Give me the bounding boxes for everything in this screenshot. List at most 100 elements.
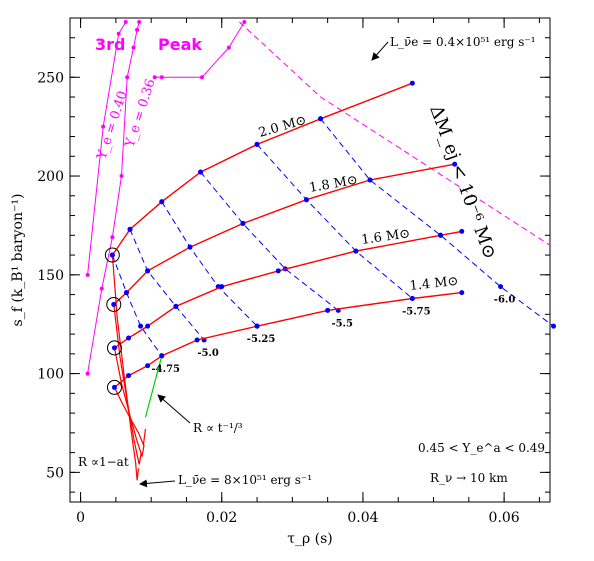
magenta-dashed-line bbox=[239, 21, 551, 246]
y-tick-label: 50 bbox=[46, 465, 64, 481]
dm-label: ΔM_ej < 10⁻⁶ M⊙ bbox=[425, 103, 500, 262]
mass-series-point bbox=[325, 307, 331, 313]
ye-point bbox=[200, 75, 204, 80]
ye-point bbox=[226, 45, 231, 50]
x-tick-label: 0.02 bbox=[206, 510, 237, 526]
x-tick-label: 0.06 bbox=[489, 510, 520, 526]
mass-series-point bbox=[194, 337, 200, 343]
contour-point bbox=[498, 284, 504, 290]
contour-line bbox=[200, 171, 339, 311]
start-circle bbox=[104, 247, 120, 263]
plot-frame bbox=[69, 17, 551, 503]
y-tick-label: 250 bbox=[37, 70, 64, 86]
mass-series-point bbox=[459, 290, 465, 296]
mass-series-point bbox=[145, 268, 151, 274]
contour-line bbox=[256, 144, 413, 299]
mass-label-1p8: 1.8 M⊙ bbox=[308, 173, 359, 196]
y-tick-label: 150 bbox=[37, 268, 64, 284]
ye-point bbox=[125, 75, 130, 80]
mass-series-point bbox=[159, 199, 165, 205]
ye040-label: Y_e = 0.40 bbox=[94, 89, 130, 162]
l-top-label: L_ν̄e = 0.4×10⁵¹ erg s⁻¹ bbox=[390, 35, 536, 49]
mass-series-point bbox=[459, 228, 465, 234]
contour-point bbox=[551, 323, 557, 329]
contour-line bbox=[129, 229, 205, 341]
y-tick-label: 100 bbox=[37, 367, 64, 383]
mass-series-point bbox=[111, 345, 117, 351]
mass-series-point bbox=[145, 363, 151, 369]
mass-series-point bbox=[123, 290, 129, 296]
mass-series-point bbox=[452, 161, 458, 167]
contour-label: -4.75 bbox=[152, 364, 181, 375]
ye036-label: Y_e = 0.36 bbox=[122, 77, 158, 150]
contour-label: -5.0 bbox=[197, 348, 219, 359]
ye-point bbox=[119, 174, 124, 179]
trajectory-line bbox=[113, 304, 142, 465]
contour-label: -5.5 bbox=[331, 318, 353, 329]
mass-series-point bbox=[353, 248, 359, 254]
contour-point bbox=[138, 323, 144, 329]
mass-series-point bbox=[126, 335, 132, 341]
ye-point bbox=[152, 75, 157, 80]
mass-series-point bbox=[127, 226, 133, 232]
mass-series-point bbox=[409, 296, 415, 302]
axis-tick-labels: 0 0.02 0.04 0.06 50 100 150 200 250 bbox=[37, 70, 520, 526]
mass-series-point bbox=[173, 303, 179, 309]
contour-labels-layer: -4.75 -5.0 -5.25 -5.5 -5.75 -6.0 bbox=[152, 295, 516, 375]
r-law-line bbox=[144, 355, 163, 418]
mass-series-point bbox=[159, 353, 165, 359]
ye-layer bbox=[85, 19, 551, 376]
peak-label-left: 3rd bbox=[95, 35, 125, 54]
ye-point bbox=[99, 286, 104, 291]
y-tick-label: 200 bbox=[37, 169, 64, 185]
mass-series-point bbox=[198, 169, 204, 175]
peak-label-right: Peak bbox=[158, 35, 202, 54]
rnu-label: R_ν → 10 km bbox=[430, 471, 508, 485]
mass-series-point bbox=[145, 323, 151, 329]
start-circles-layer bbox=[104, 247, 122, 395]
trajectory-line bbox=[113, 387, 147, 447]
mass-series-point bbox=[111, 384, 117, 390]
mass-series-line bbox=[111, 82, 413, 256]
mass-label-1p6: 1.6 M⊙ bbox=[360, 226, 411, 248]
ye-point bbox=[101, 124, 106, 129]
mass-series-layer bbox=[109, 80, 465, 390]
l-top-arrow bbox=[371, 41, 389, 61]
contour-label: -5.25 bbox=[247, 334, 276, 345]
start-circle bbox=[106, 340, 122, 356]
ye-range-label: 0.45 < Y_e^a < 0.49 bbox=[418, 441, 545, 455]
mass-series-point bbox=[111, 301, 117, 307]
l-bottom-arrow bbox=[139, 479, 176, 488]
y-axis-title: s_f (k_B¹ baryon⁻¹) bbox=[10, 194, 26, 327]
ye-point bbox=[123, 19, 128, 24]
trajectory-line bbox=[113, 347, 145, 457]
ye-point bbox=[159, 75, 164, 80]
contour-label: -5.75 bbox=[402, 307, 431, 318]
x-tick-label: 0.04 bbox=[347, 510, 378, 526]
mass-series-point bbox=[409, 80, 415, 86]
mass-series-point bbox=[254, 141, 260, 147]
mass-series-point bbox=[240, 220, 246, 226]
mass-series-point bbox=[275, 268, 281, 274]
ye-point bbox=[85, 272, 90, 277]
l-bottom-label: L_ν̄e = 8×10⁵¹ erg s⁻¹ bbox=[178, 473, 312, 487]
x-axis-title: τ_ρ (s) bbox=[287, 531, 333, 547]
contour-label: -6.0 bbox=[494, 295, 516, 306]
mass-series-point bbox=[187, 244, 193, 250]
trajectory-layer bbox=[111, 255, 163, 481]
ye-point bbox=[131, 45, 136, 50]
mass-series-point bbox=[254, 323, 260, 329]
contour-line bbox=[320, 118, 554, 327]
mass-series-point bbox=[318, 116, 324, 122]
r-t-label: R ∝ t⁻¹/³ bbox=[193, 421, 243, 435]
x-tick-label: 0 bbox=[76, 510, 85, 526]
ye-point bbox=[242, 19, 247, 24]
mass-label-1p4: 1.4 M⊙ bbox=[409, 274, 459, 294]
ye-point bbox=[85, 371, 90, 376]
ye-curve bbox=[87, 21, 127, 275]
mass-series-point bbox=[438, 232, 444, 238]
contour-line bbox=[111, 254, 163, 357]
ye-point bbox=[135, 27, 140, 32]
ye-point bbox=[137, 19, 142, 24]
